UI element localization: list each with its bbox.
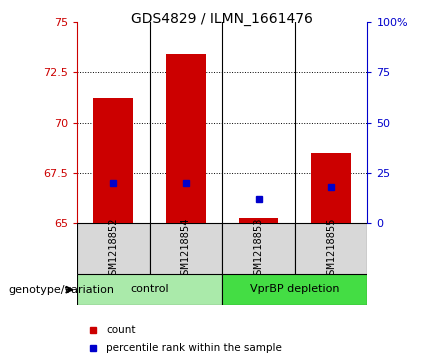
- Bar: [311, 153, 351, 223]
- Text: VprBP depletion: VprBP depletion: [250, 285, 340, 294]
- Bar: [238, 218, 279, 223]
- Text: GSM1218852: GSM1218852: [108, 217, 118, 280]
- Text: control: control: [130, 285, 169, 294]
- Text: genotype/variation: genotype/variation: [9, 285, 115, 295]
- Text: GSM1218854: GSM1218854: [181, 217, 191, 280]
- Bar: [77, 274, 222, 305]
- Bar: [222, 274, 367, 305]
- Bar: [77, 223, 150, 274]
- Bar: [222, 223, 295, 274]
- Bar: [150, 223, 222, 274]
- Text: count: count: [106, 325, 136, 335]
- Text: percentile rank within the sample: percentile rank within the sample: [106, 343, 282, 353]
- Bar: [93, 98, 133, 223]
- Bar: [295, 223, 367, 274]
- Text: GSM1218853: GSM1218853: [253, 217, 264, 280]
- Bar: [166, 54, 206, 223]
- Text: GDS4829 / ILMN_1661476: GDS4829 / ILMN_1661476: [131, 12, 313, 26]
- Text: GSM1218855: GSM1218855: [326, 217, 336, 280]
